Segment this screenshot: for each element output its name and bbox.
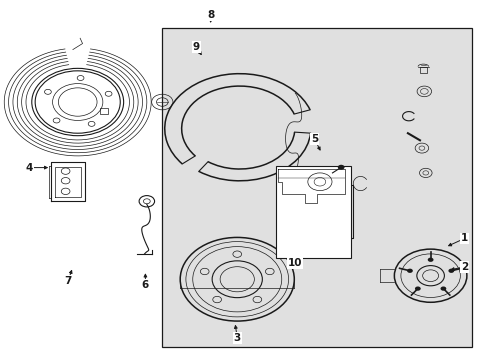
Text: 10: 10 [287,258,302,268]
Text: 7: 7 [64,276,72,286]
Text: 3: 3 [233,333,241,343]
Circle shape [427,258,433,262]
Text: 2: 2 [460,262,467,272]
Circle shape [406,269,412,273]
Text: 5: 5 [310,134,318,144]
Bar [275,166,350,258]
Circle shape [337,165,344,170]
Bar [100,108,108,114]
Bar [419,67,427,73]
Circle shape [440,287,446,291]
Text: 8: 8 [206,10,214,20]
Circle shape [414,287,420,291]
Text: 6: 6 [142,280,149,289]
Text: 1: 1 [460,234,467,243]
Text: 9: 9 [192,42,199,52]
Bar [162,28,471,347]
Text: 4: 4 [26,163,33,172]
Circle shape [447,269,453,273]
